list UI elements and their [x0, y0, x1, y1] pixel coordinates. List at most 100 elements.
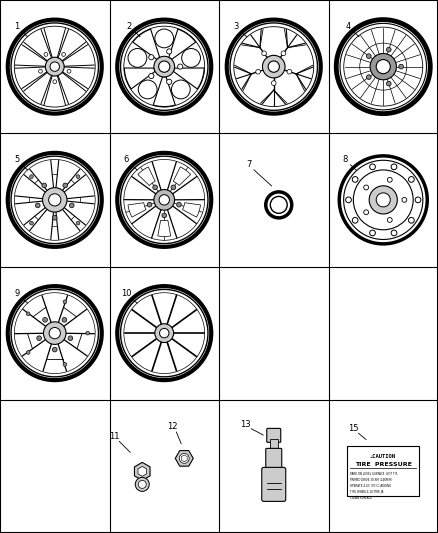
Text: 5: 5 [14, 156, 19, 164]
Circle shape [369, 186, 397, 214]
Circle shape [256, 69, 261, 74]
Circle shape [364, 185, 369, 190]
Circle shape [149, 74, 154, 78]
Circle shape [272, 80, 276, 85]
Circle shape [370, 53, 396, 80]
Circle shape [376, 193, 390, 207]
Circle shape [53, 215, 57, 220]
Circle shape [138, 80, 157, 99]
Circle shape [370, 230, 375, 236]
Circle shape [149, 55, 154, 60]
Circle shape [62, 318, 67, 322]
Circle shape [35, 203, 40, 208]
Circle shape [352, 176, 358, 182]
Text: 8: 8 [343, 156, 348, 164]
Bar [270, 439, 278, 451]
Polygon shape [173, 68, 204, 89]
Circle shape [159, 195, 170, 205]
Circle shape [409, 176, 414, 182]
Polygon shape [169, 29, 196, 59]
Circle shape [69, 203, 74, 208]
Circle shape [409, 217, 414, 223]
Circle shape [86, 331, 89, 335]
Circle shape [30, 221, 33, 225]
Circle shape [26, 312, 30, 316]
Circle shape [386, 47, 391, 52]
Text: 1: 1 [14, 22, 19, 31]
Circle shape [364, 210, 369, 215]
Circle shape [159, 328, 169, 338]
Circle shape [367, 75, 371, 79]
Text: 7: 7 [246, 160, 251, 169]
Circle shape [391, 164, 397, 169]
FancyBboxPatch shape [267, 429, 281, 442]
Circle shape [68, 336, 73, 341]
Text: 2: 2 [127, 22, 132, 31]
Circle shape [43, 322, 66, 344]
Circle shape [415, 197, 421, 203]
Circle shape [63, 183, 67, 188]
Circle shape [42, 183, 46, 188]
Circle shape [135, 478, 149, 491]
Circle shape [268, 61, 279, 72]
Polygon shape [183, 203, 201, 217]
Circle shape [182, 49, 201, 67]
Circle shape [166, 49, 172, 54]
Circle shape [171, 185, 176, 190]
Circle shape [270, 197, 287, 213]
Text: 13: 13 [240, 420, 251, 429]
Text: TIRE  PRESSURE: TIRE PRESSURE [355, 462, 412, 467]
Circle shape [159, 61, 170, 72]
Polygon shape [138, 167, 155, 185]
Circle shape [262, 55, 285, 78]
Circle shape [391, 230, 397, 236]
Polygon shape [138, 466, 147, 477]
Circle shape [346, 197, 351, 203]
Text: TIRE WHEELS 18 TIRE JA: TIRE WHEELS 18 TIRE JA [350, 490, 384, 495]
Circle shape [44, 53, 48, 56]
Polygon shape [134, 462, 150, 480]
Circle shape [402, 197, 407, 203]
Circle shape [370, 164, 375, 169]
FancyBboxPatch shape [266, 448, 282, 472]
Bar [347, 446, 419, 496]
Text: ⚠CAUTION: ⚠CAUTION [370, 454, 396, 459]
Circle shape [43, 318, 47, 322]
Circle shape [179, 454, 189, 463]
Circle shape [154, 56, 175, 77]
Circle shape [352, 217, 358, 223]
Circle shape [67, 69, 71, 73]
Circle shape [53, 80, 57, 84]
Circle shape [266, 192, 292, 218]
Circle shape [62, 53, 65, 56]
Circle shape [76, 221, 80, 225]
Text: 6: 6 [124, 156, 129, 164]
Text: 3: 3 [233, 22, 238, 31]
Circle shape [76, 175, 80, 179]
Circle shape [155, 324, 173, 343]
Circle shape [49, 327, 60, 339]
Text: PARK ON LEVEL SURFACE. HOT TIR-: PARK ON LEVEL SURFACE. HOT TIR- [350, 472, 399, 477]
Polygon shape [175, 450, 193, 466]
Circle shape [30, 175, 33, 179]
Circle shape [178, 64, 183, 69]
Circle shape [154, 190, 175, 210]
Circle shape [153, 185, 158, 190]
Text: 10: 10 [121, 289, 131, 297]
Circle shape [128, 49, 147, 67]
Text: PRIMED DRIVE 30 KM (24KM/H): PRIMED DRIVE 30 KM (24KM/H) [350, 479, 392, 482]
Text: 11: 11 [109, 432, 120, 441]
Circle shape [386, 81, 391, 86]
Circle shape [281, 51, 286, 55]
Polygon shape [124, 68, 155, 89]
FancyBboxPatch shape [262, 467, 286, 502]
Circle shape [46, 57, 64, 76]
Text: 15: 15 [348, 424, 358, 433]
Circle shape [166, 79, 172, 84]
Circle shape [177, 203, 181, 207]
Circle shape [376, 60, 390, 74]
Circle shape [39, 69, 42, 73]
Circle shape [53, 347, 57, 352]
Circle shape [155, 29, 173, 48]
Circle shape [387, 177, 392, 182]
